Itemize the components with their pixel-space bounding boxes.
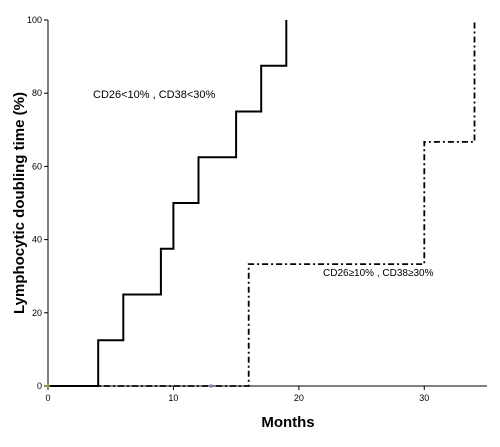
- y-tick-label: 20: [32, 308, 42, 318]
- y-tick-label: 60: [32, 161, 42, 171]
- y-tick-label: 0: [37, 381, 42, 391]
- y-tick-label: 40: [32, 235, 42, 245]
- y-tick-label: 100: [27, 15, 42, 25]
- y-tick-label: 80: [32, 88, 42, 98]
- x-axis-title: Months: [261, 414, 314, 431]
- x-tick-label: 10: [168, 393, 178, 403]
- series-2-line: [48, 20, 476, 387]
- y-axis-title: Lymphocytic doubling time (%): [11, 92, 28, 314]
- series-1-annotation: CD26<10% , CD38<30%: [93, 89, 216, 101]
- y-ticks: 0 20 40 60 80 100: [27, 15, 48, 391]
- censor-mark: [209, 384, 213, 388]
- x-tick-label: 20: [294, 393, 304, 403]
- series-layer: [48, 20, 476, 387]
- axes: [47, 20, 487, 387]
- x-tick-label: 30: [419, 393, 429, 403]
- censor-layer: [46, 384, 213, 388]
- x-ticks: 0 10 20 30: [45, 386, 429, 403]
- series-2-annotation: CD26≥10% , CD38≥30%: [323, 268, 434, 279]
- censor-mark: [46, 384, 50, 388]
- x-tick-label: 0: [45, 393, 50, 403]
- series-1-line: [48, 20, 288, 387]
